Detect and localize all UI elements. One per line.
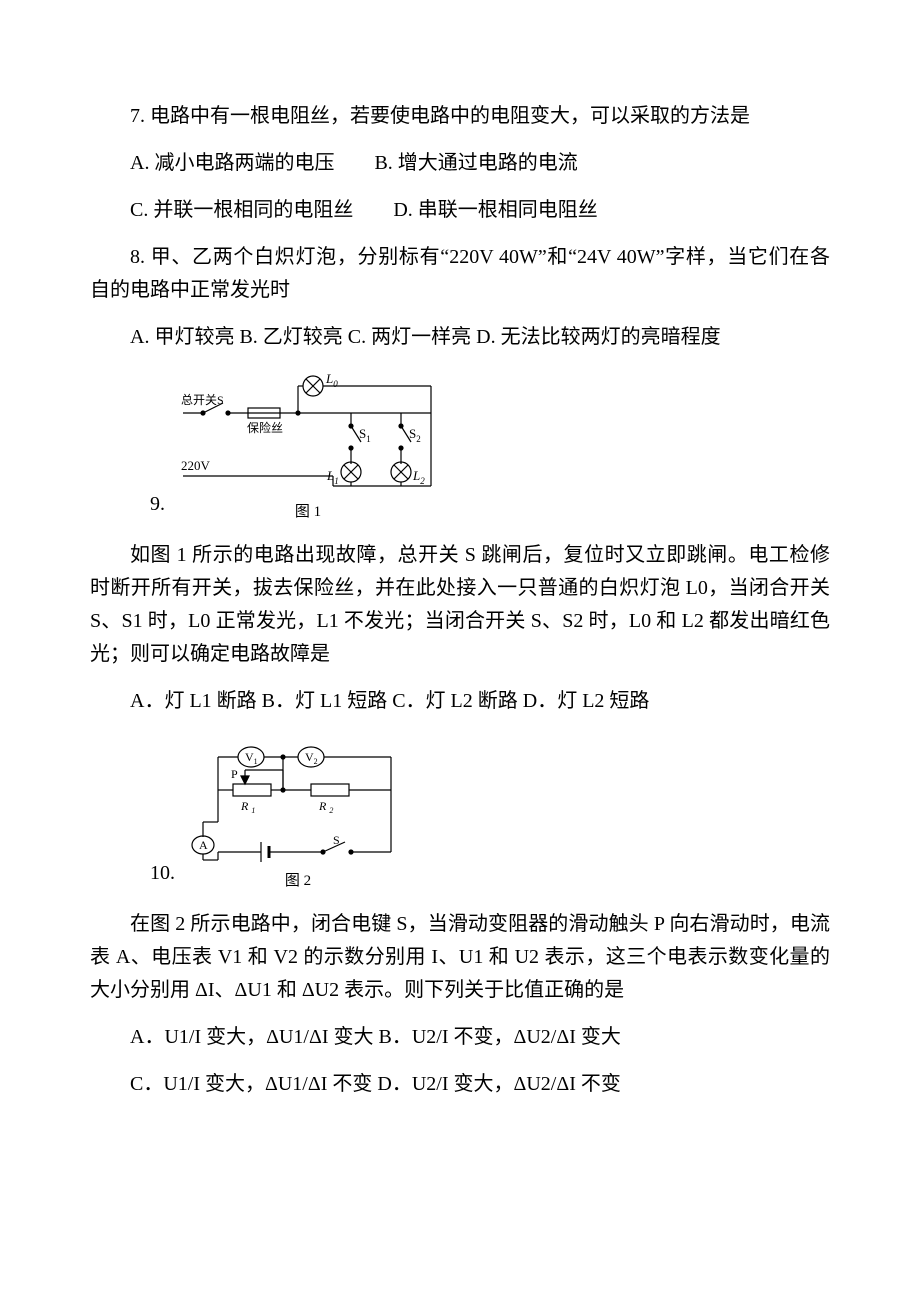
svg-text:V2: V2 (305, 750, 318, 766)
q10-number: 10. (150, 857, 175, 894)
q7-options-ab: A. 减小电路两端的电压 B. 增大通过电路的电流 (90, 147, 830, 180)
q9-figure-row: 9. (150, 368, 830, 525)
q9-number: 9. (150, 488, 165, 525)
circuit-diagram-2-icon: V1 V2 A P R 1 R 2 S (183, 732, 413, 867)
svg-text:L2: L2 (412, 468, 425, 486)
svg-text:V1: V1 (245, 750, 258, 766)
figure-2-caption: 图 2 (183, 869, 413, 894)
svg-text:L1: L1 (326, 468, 339, 486)
q10-options-ab: A．U1/I 变大，ΔU1/ΔI 变大 B．U2/I 不变，ΔU2/ΔI 变大 (90, 1021, 830, 1054)
svg-text:S: S (333, 833, 340, 847)
svg-text:保险丝: 保险丝 (247, 420, 283, 435)
figure-1-caption: 图 1 (173, 500, 443, 525)
q7-stem: 7. 电路中有一根电阻丝，若要使电路中的电阻变大，可以采取的方法是 (90, 100, 830, 133)
q8-stem: 8. 甲、乙两个白炽灯泡，分别标有“220V 40W”和“24V 40W”字样，… (90, 241, 830, 307)
q9-options: A．灯 L1 断路 B．灯 L1 短路 C．灯 L2 断路 D．灯 L2 短路 (90, 685, 830, 718)
q10-options-cd: C．U1/I 变大，ΔU1/ΔI 不变 D．U2/I 变大，ΔU2/ΔI 不变 (90, 1068, 830, 1101)
svg-text:R 1: R 1 (240, 799, 255, 815)
svg-text:总开关S: 总开关S (181, 393, 224, 407)
q10-figure-row: 10. (150, 732, 830, 894)
svg-text:R 2: R 2 (318, 799, 333, 815)
q10-stem: 在图 2 所示电路中，闭合电键 S，当滑动变阻器的滑动触头 P 向右滑动时，电流… (90, 908, 830, 1007)
q9-figure: 总开关S 保险丝 220V L0 S1 S2 L1 L2 图 1 (173, 368, 443, 525)
q9-stem: 如图 1 所示的电路出现故障，总开关 S 跳闸后，复位时又立即跳闸。电工检修时断… (90, 539, 830, 671)
circuit-diagram-1-icon: 总开关S 保险丝 220V L0 S1 S2 L1 L2 (173, 368, 443, 498)
q7-options-cd: C. 并联一根相同的电阻丝 D. 串联一根相同电阻丝 (90, 194, 830, 227)
svg-text:220V: 220V (181, 458, 211, 473)
svg-text:P: P (231, 767, 238, 781)
svg-text:A: A (199, 838, 208, 852)
q8-options: A. 甲灯较亮 B. 乙灯较亮 C. 两灯一样亮 D. 无法比较两灯的亮暗程度 (90, 321, 830, 354)
q10-figure: V1 V2 A P R 1 R 2 S 图 2 (183, 732, 413, 894)
page: 7. 电路中有一根电阻丝，若要使电路中的电阻变大，可以采取的方法是 A. 减小电… (0, 0, 920, 1175)
